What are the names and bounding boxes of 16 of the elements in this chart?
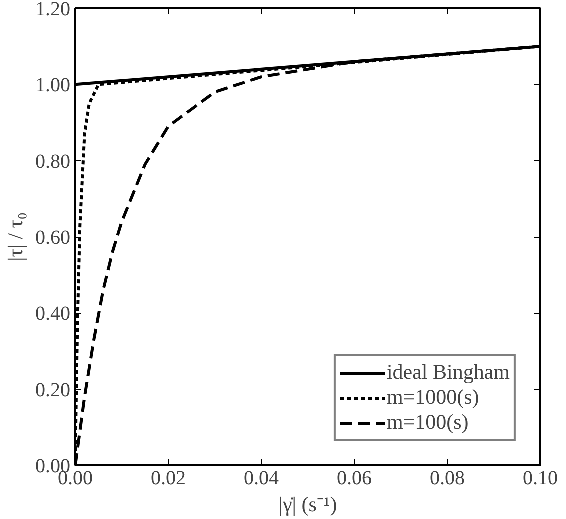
x-tick-label: 0.06 [337,468,372,490]
y-tick-label: 0.60 [36,227,70,249]
y-tick-label: 0.20 [36,379,70,402]
x-tick-label: 0.08 [430,468,465,490]
y-tick-label: 0.80 [36,150,70,173]
legend-label: m=100(s) [386,410,469,435]
y-tick-label: 1.20 [36,0,70,20]
legend-label: m=1000(s) [386,385,480,410]
x-tick-label: 0.02 [151,468,186,490]
x-tick-label: 0.04 [244,468,279,490]
legend-label: ideal Bingham [386,360,510,385]
y-tick-label: 1.00 [36,74,70,97]
y-tick-label: 0.40 [36,303,70,326]
y-axis-title: |τ| / τ₀ [4,212,28,262]
x-axis-title: |γ̇| (s⁻¹) [278,492,338,516]
x-tick-label: 0.10 [523,468,558,490]
